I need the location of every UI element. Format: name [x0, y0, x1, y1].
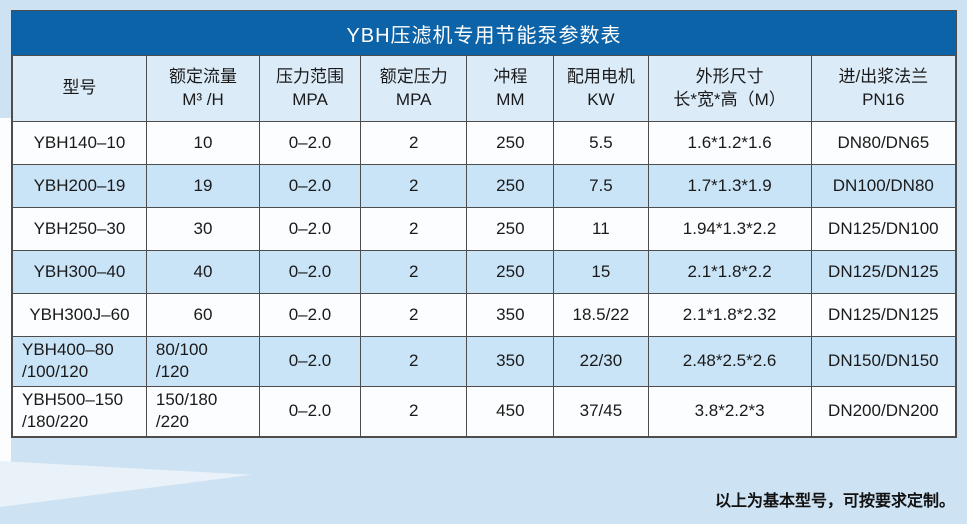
- cell-flange: DN125/DN100: [810, 207, 957, 251]
- pump-spec-table: YBH压滤机专用节能泵参数表 型号 额定流量 M³ /H 压力范围 MPA 额定压力 …: [11, 10, 957, 438]
- cell-flange: DN150/DN150: [810, 336, 957, 387]
- cell-pressure-range: 0–2.0: [259, 121, 361, 165]
- cell-model: YBH300J–60: [12, 293, 147, 337]
- cell-stroke: 450: [466, 385, 555, 437]
- cell-model: YBH250–30: [12, 207, 147, 251]
- cell-rated-flow: 30: [145, 207, 261, 251]
- cell-motor-power: 11: [553, 207, 649, 251]
- cell-rated-flow: 150/180 /220: [145, 385, 261, 437]
- table-row: YBH300J–60 60 0–2.0 2 350 18.5/22 2.1*1.8*2.32…: [12, 293, 957, 337]
- cell-rated-pressure: 2: [359, 164, 468, 208]
- cell-rated-flow: 60: [145, 293, 261, 337]
- cell-flange: DN200/DN200: [810, 385, 957, 437]
- cell-motor-power: 18.5/22: [553, 293, 649, 337]
- cell-rated-pressure: 2: [359, 207, 468, 251]
- column-header-model: 型号: [12, 55, 147, 122]
- cell-model: YBH140–10: [12, 121, 147, 165]
- cell-pressure-range: 0–2.0: [259, 293, 361, 337]
- cell-stroke: 350: [466, 293, 555, 337]
- cell-rated-flow: 19: [145, 164, 261, 208]
- cell-dimensions: 1.7*1.3*1.9: [647, 164, 812, 208]
- parameters-table: 型号 额定流量 M³ /H 压力范围 MPA 额定压力 MPA 冲程 MM 配用电机 KW…: [12, 55, 957, 437]
- table-row: YBH250–30 30 0–2.0 2 250 11 1.94*1.3*2.2 DN125/…: [12, 207, 957, 251]
- cell-pressure-range: 0–2.0: [259, 207, 361, 251]
- cell-flange: DN100/DN80: [810, 164, 957, 208]
- cell-motor-power: 5.5: [553, 121, 649, 165]
- table-row: YBH500–150 /180/220 150/180 /220 0–2.0 2 450…: [12, 385, 957, 437]
- cell-pressure-range: 0–2.0: [259, 250, 361, 294]
- cell-model: YBH300–40: [12, 250, 147, 294]
- column-header-flange: 进/出浆法兰 PN16: [810, 55, 957, 122]
- cell-flange: DN125/DN125: [810, 293, 957, 337]
- cell-model: YBH200–19: [12, 164, 147, 208]
- table-row: YBH200–19 19 0–2.0 2 250 7.5 1.7*1.3*1.9 DN100/…: [12, 164, 957, 208]
- cell-rated-pressure: 2: [359, 121, 468, 165]
- cell-stroke: 350: [466, 336, 555, 387]
- cell-stroke: 250: [466, 121, 555, 165]
- cell-rated-flow: 10: [145, 121, 261, 165]
- cell-dimensions: 2.48*2.5*2.6: [647, 336, 812, 387]
- cell-flange: DN80/DN65: [810, 121, 957, 165]
- cell-rated-flow: 40: [145, 250, 261, 294]
- left-margin-strip: [0, 118, 11, 465]
- cell-rated-pressure: 2: [359, 385, 468, 437]
- cell-stroke: 250: [466, 250, 555, 294]
- cell-dimensions: 2.1*1.8*2.2: [647, 250, 812, 294]
- cell-motor-power: 15: [553, 250, 649, 294]
- table-row: YBH140–10 10 0–2.0 2 250 5.5 1.6*1.2*1.6 DN80/D…: [12, 121, 957, 165]
- cell-rated-flow: 80/100 /120: [145, 336, 261, 387]
- cell-model: YBH500–150 /180/220: [12, 385, 147, 437]
- column-header-stroke: 冲程 MM: [466, 55, 555, 122]
- cell-motor-power: 7.5: [553, 164, 649, 208]
- cell-dimensions: 3.8*2.2*3: [647, 385, 812, 437]
- column-header-pressure-range: 压力范围 MPA: [259, 55, 361, 122]
- cell-rated-pressure: 2: [359, 336, 468, 387]
- cell-pressure-range: 0–2.0: [259, 164, 361, 208]
- decorative-wedge: [0, 461, 252, 507]
- column-header-rated-pressure: 额定压力 MPA: [359, 55, 468, 122]
- cell-motor-power: 37/45: [553, 385, 649, 437]
- table-header-row: 型号 额定流量 M³ /H 压力范围 MPA 额定压力 MPA 冲程 MM 配用电机 KW…: [12, 55, 957, 122]
- cell-rated-pressure: 2: [359, 250, 468, 294]
- cell-stroke: 250: [466, 164, 555, 208]
- cell-model: YBH400–80 /100/120: [12, 336, 147, 387]
- cell-dimensions: 1.94*1.3*2.2: [647, 207, 812, 251]
- footer-note: 以上为基本型号，可按要求定制。: [714, 493, 955, 510]
- table-row: YBH300–40 40 0–2.0 2 250 15 2.1*1.8*2.2 DN125/D…: [12, 250, 957, 294]
- cell-pressure-range: 0–2.0: [259, 385, 361, 437]
- cell-dimensions: 1.6*1.2*1.6: [647, 121, 812, 165]
- cell-dimensions: 2.1*1.8*2.32: [647, 293, 812, 337]
- table-title: YBH压滤机专用节能泵参数表: [12, 11, 956, 55]
- table-row: YBH400–80 /100/120 80/100 /120 0–2.0 2 350 22…: [12, 336, 957, 387]
- cell-flange: DN125/DN125: [810, 250, 957, 294]
- cell-rated-pressure: 2: [359, 293, 468, 337]
- cell-stroke: 250: [466, 207, 555, 251]
- column-header-rated-flow: 额定流量 M³ /H: [145, 55, 261, 122]
- cell-pressure-range: 0–2.0: [259, 336, 361, 387]
- cell-motor-power: 22/30: [553, 336, 649, 387]
- column-header-dimensions: 外形尺寸 长*宽*高（M）: [647, 55, 812, 122]
- column-header-motor-power: 配用电机 KW: [553, 55, 649, 122]
